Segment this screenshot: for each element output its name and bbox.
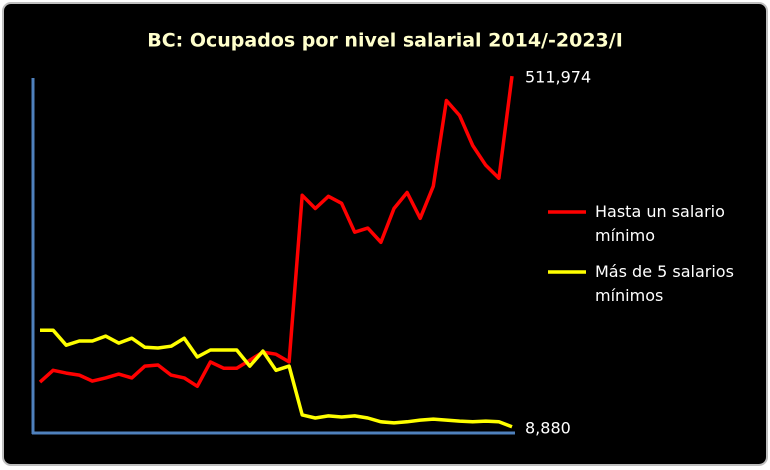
legend-label: Hasta un salario mínimo [595, 202, 725, 245]
legend-label: Más de 5 salarios mínimos [595, 262, 734, 305]
series-line [38, 75, 514, 389]
data-label: 511,974 [525, 68, 591, 87]
series-line [40, 328, 513, 429]
chart-title: BC: Ocupados por nivel salarial 2014/-20… [147, 30, 623, 52]
data-label: 8,880 [525, 418, 571, 437]
